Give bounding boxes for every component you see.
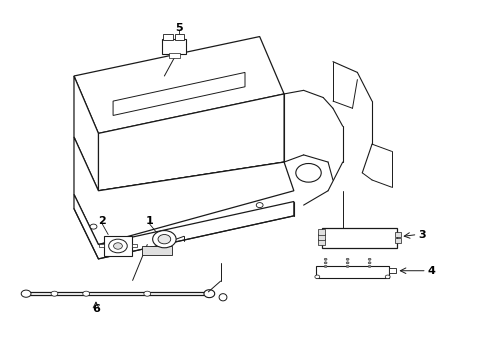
- Circle shape: [83, 291, 90, 296]
- Polygon shape: [316, 266, 389, 278]
- Circle shape: [21, 290, 31, 297]
- Circle shape: [256, 203, 263, 208]
- Text: 6: 6: [92, 304, 100, 314]
- Circle shape: [346, 265, 349, 267]
- Circle shape: [346, 262, 349, 264]
- FancyBboxPatch shape: [163, 34, 172, 40]
- Circle shape: [114, 243, 122, 249]
- Text: 4: 4: [428, 266, 436, 276]
- Polygon shape: [74, 137, 294, 244]
- Circle shape: [144, 291, 151, 296]
- FancyBboxPatch shape: [318, 239, 325, 245]
- Circle shape: [385, 275, 390, 279]
- Circle shape: [368, 262, 371, 264]
- Polygon shape: [74, 76, 98, 191]
- FancyBboxPatch shape: [174, 34, 184, 40]
- Polygon shape: [113, 72, 245, 116]
- FancyBboxPatch shape: [322, 228, 397, 248]
- Circle shape: [296, 163, 321, 182]
- Polygon shape: [74, 194, 294, 259]
- Circle shape: [324, 258, 327, 260]
- FancyBboxPatch shape: [169, 53, 179, 58]
- Bar: [132, 244, 137, 247]
- Text: 5: 5: [175, 23, 183, 33]
- Polygon shape: [389, 268, 396, 273]
- Circle shape: [153, 230, 176, 248]
- Circle shape: [90, 224, 97, 229]
- Bar: [143, 246, 172, 255]
- Polygon shape: [98, 94, 284, 191]
- Circle shape: [324, 265, 327, 267]
- FancyBboxPatch shape: [395, 238, 401, 243]
- Circle shape: [158, 234, 171, 244]
- Circle shape: [368, 258, 371, 260]
- Circle shape: [51, 291, 58, 296]
- FancyBboxPatch shape: [318, 234, 325, 240]
- Text: 1: 1: [146, 216, 153, 226]
- FancyBboxPatch shape: [318, 229, 325, 235]
- Circle shape: [346, 258, 349, 260]
- Circle shape: [324, 262, 327, 264]
- Circle shape: [368, 265, 371, 267]
- Polygon shape: [104, 235, 132, 256]
- Polygon shape: [74, 37, 284, 134]
- Circle shape: [315, 275, 320, 279]
- Text: 2: 2: [98, 216, 106, 226]
- Bar: [99, 244, 104, 247]
- FancyBboxPatch shape: [395, 232, 401, 237]
- FancyBboxPatch shape: [162, 39, 186, 54]
- Circle shape: [109, 239, 127, 253]
- Text: 3: 3: [418, 230, 426, 239]
